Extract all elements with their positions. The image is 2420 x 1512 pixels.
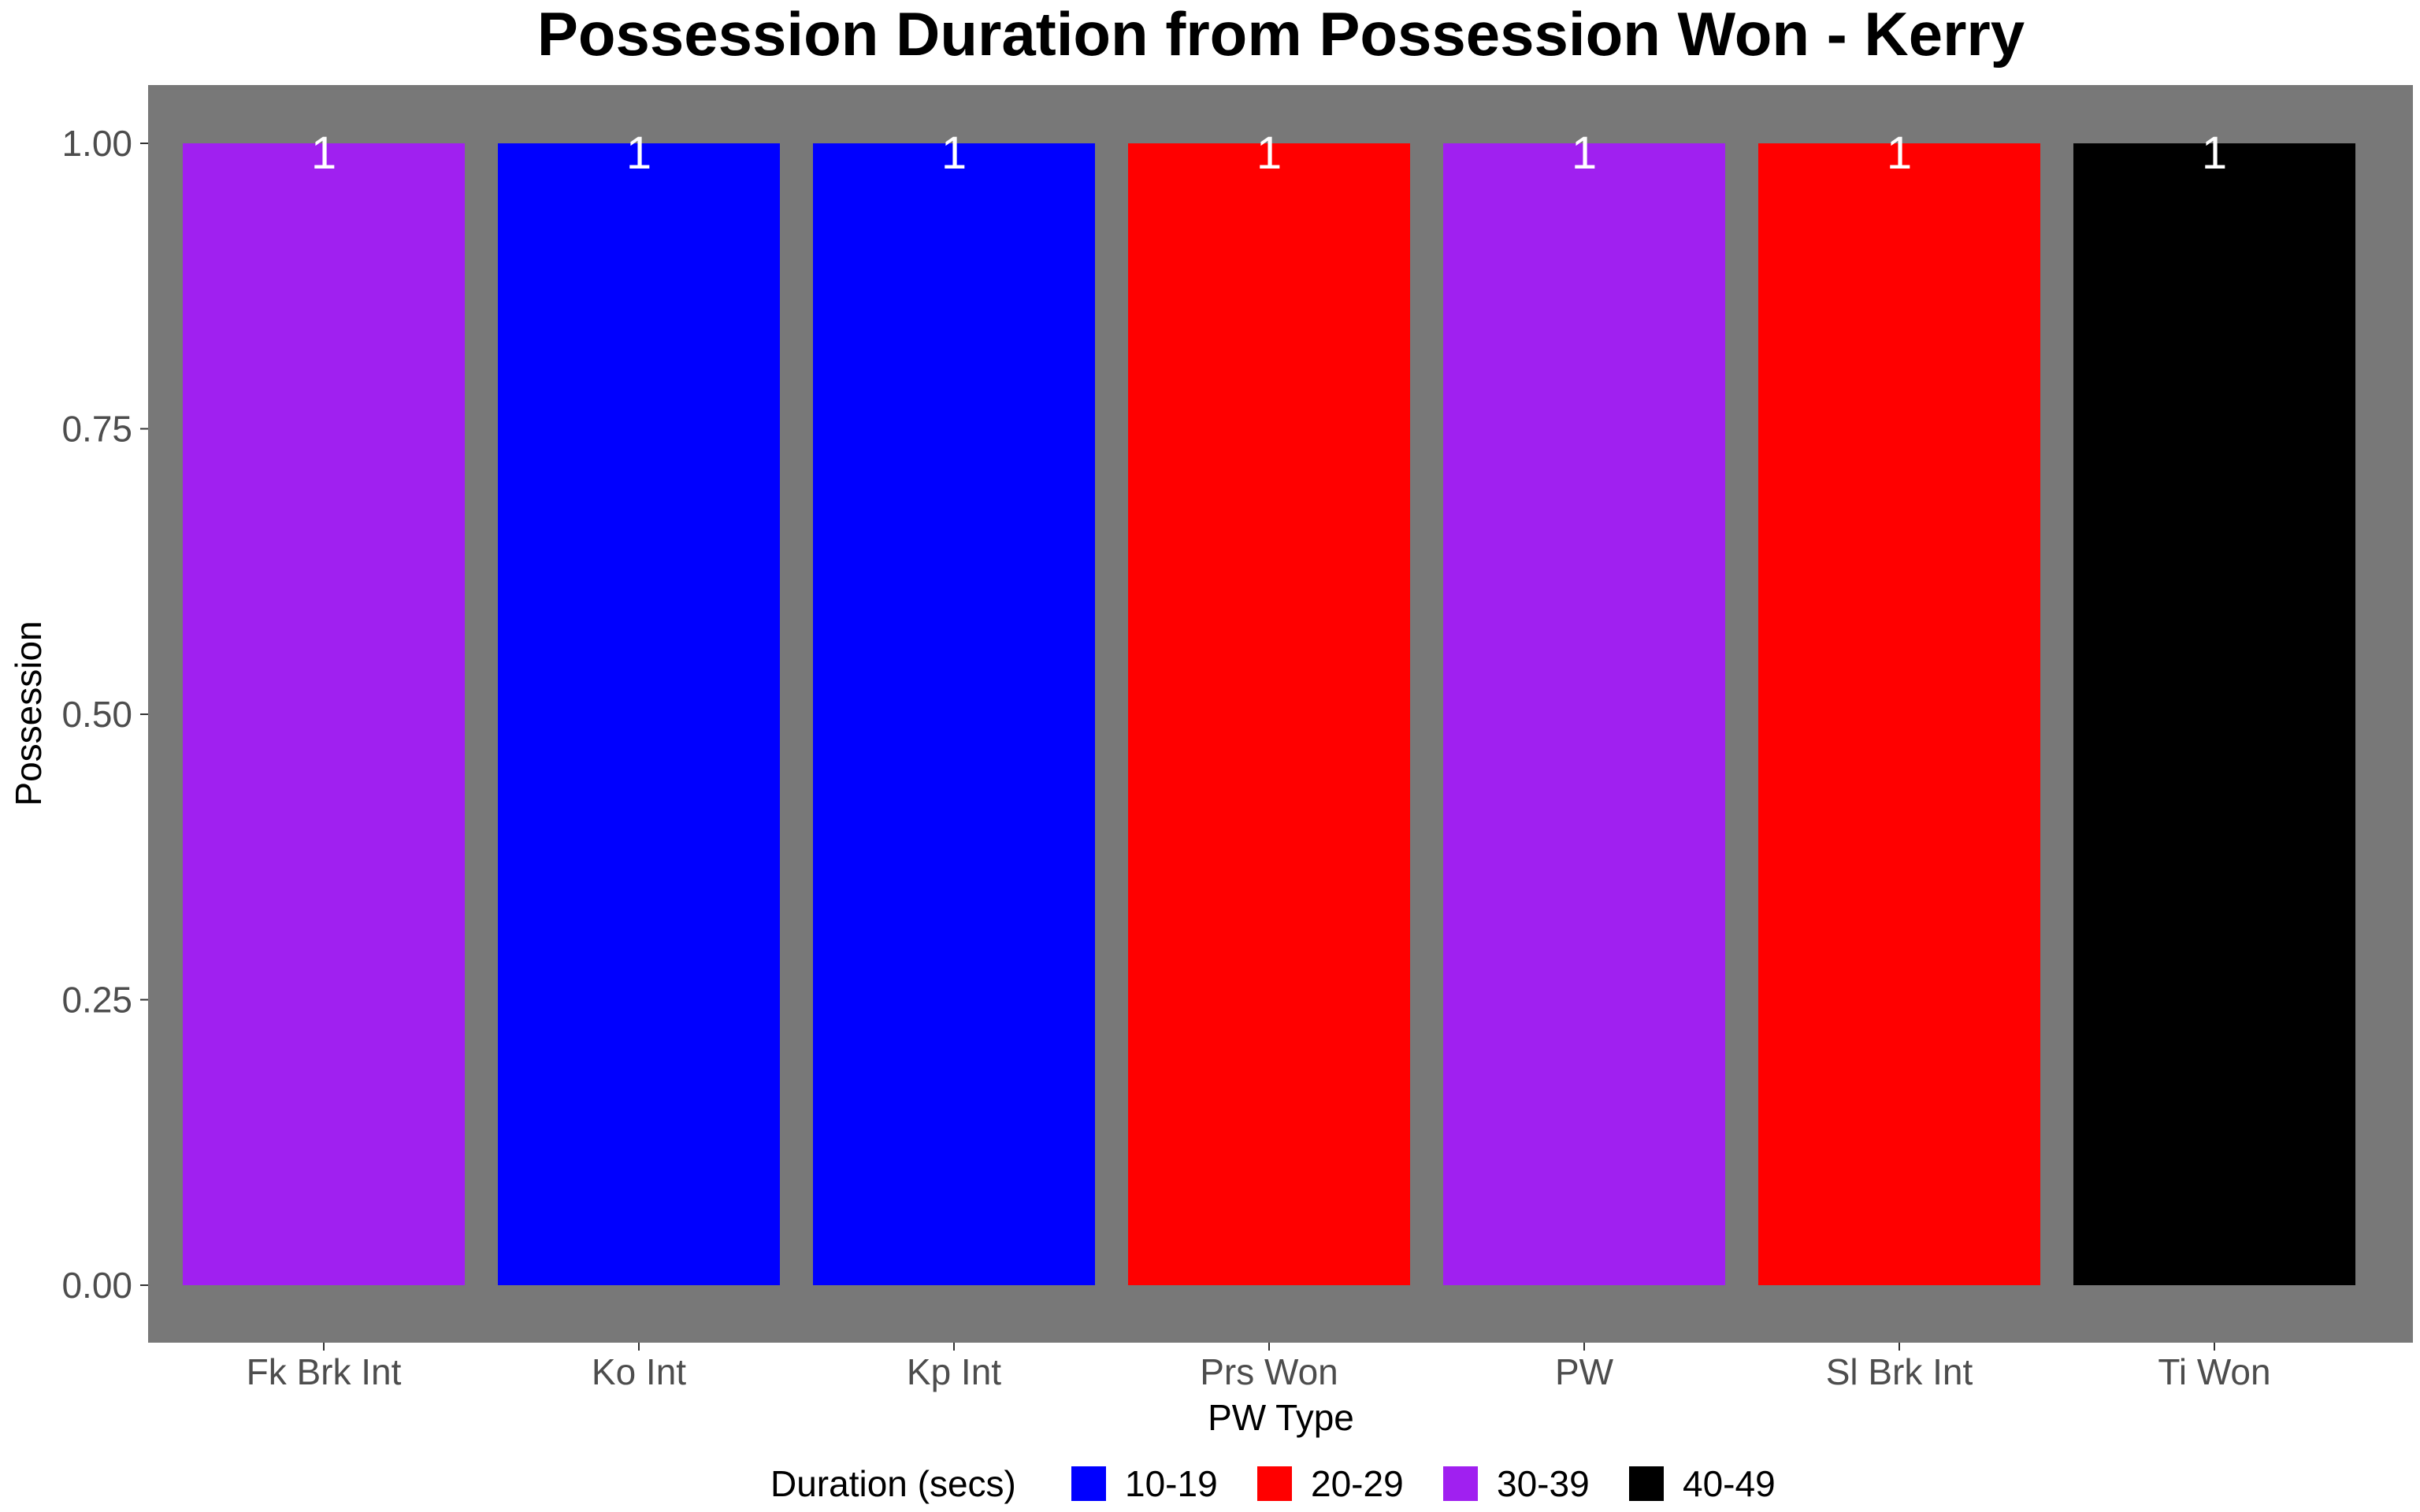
y-tick-label: 0.50 bbox=[61, 694, 132, 735]
legend-label: 30-39 bbox=[1497, 1463, 1590, 1504]
y-tick-label: 1.00 bbox=[61, 123, 132, 164]
bar-data-label: 1 bbox=[941, 128, 967, 179]
x-axis: Fk Brk Int Ko Int Kp Int Prs Won PW Sl Brk In… bbox=[247, 1343, 2271, 1392]
bar-pw bbox=[1443, 143, 1725, 1285]
x-tick-label: Ko Int bbox=[592, 1351, 686, 1392]
bar-data-label: 1 bbox=[311, 128, 336, 179]
legend-label: 40-49 bbox=[1683, 1463, 1776, 1504]
legend-label: 20-29 bbox=[1311, 1463, 1404, 1504]
bar-data-label: 1 bbox=[1256, 128, 1282, 179]
bar-ko-int bbox=[498, 143, 780, 1285]
bar-fk-brk-int bbox=[183, 143, 465, 1285]
bar-sl-brk-int bbox=[1758, 143, 2040, 1285]
x-tick-label: PW bbox=[1555, 1351, 1614, 1392]
legend-swatch-30-39 bbox=[1443, 1466, 1478, 1501]
bars-layer bbox=[183, 143, 2355, 1285]
bar-data-label: 1 bbox=[626, 128, 651, 179]
bar-prs-won bbox=[1128, 143, 1410, 1285]
y-tick-label: 0.75 bbox=[61, 409, 132, 450]
legend-swatch-40-49 bbox=[1629, 1466, 1664, 1501]
x-tick-label: Ti Won bbox=[2158, 1351, 2270, 1392]
legend-swatch-20-29 bbox=[1257, 1466, 1292, 1501]
chart-title: Possession Duration from Possession Won … bbox=[537, 0, 2025, 69]
bar-labels-layer: 1 1 1 1 1 1 1 bbox=[311, 128, 2227, 179]
legend-swatch-10-19 bbox=[1071, 1466, 1106, 1501]
x-tick-label: Fk Brk Int bbox=[247, 1351, 402, 1392]
x-tick-label: Prs Won bbox=[1200, 1351, 1338, 1392]
y-tick-label: 0.00 bbox=[61, 1265, 132, 1306]
legend-title: Duration (secs) bbox=[770, 1463, 1016, 1504]
legend-label: 10-19 bbox=[1125, 1463, 1218, 1504]
x-axis-title: PW Type bbox=[1208, 1397, 1354, 1438]
bar-kp-int bbox=[813, 143, 1095, 1285]
y-tick-label: 0.25 bbox=[61, 980, 132, 1021]
bar-ti-won bbox=[2073, 143, 2355, 1285]
bar-data-label: 1 bbox=[1572, 128, 1597, 179]
y-axis-title: Possession bbox=[8, 621, 49, 806]
bar-data-label: 1 bbox=[2202, 128, 2227, 179]
bar-data-label: 1 bbox=[1887, 128, 1912, 179]
x-tick-label: Kp Int bbox=[907, 1351, 1001, 1392]
legend-entries: 10-19 20-29 30-39 40-49 bbox=[1071, 1463, 1776, 1504]
legend: Duration (secs) 10-19 20-29 30-39 40-49 bbox=[770, 1463, 1776, 1504]
y-axis: 0.00 0.25 0.50 0.75 1.00 bbox=[61, 123, 148, 1306]
x-tick-label: Sl Brk Int bbox=[1826, 1351, 1973, 1392]
